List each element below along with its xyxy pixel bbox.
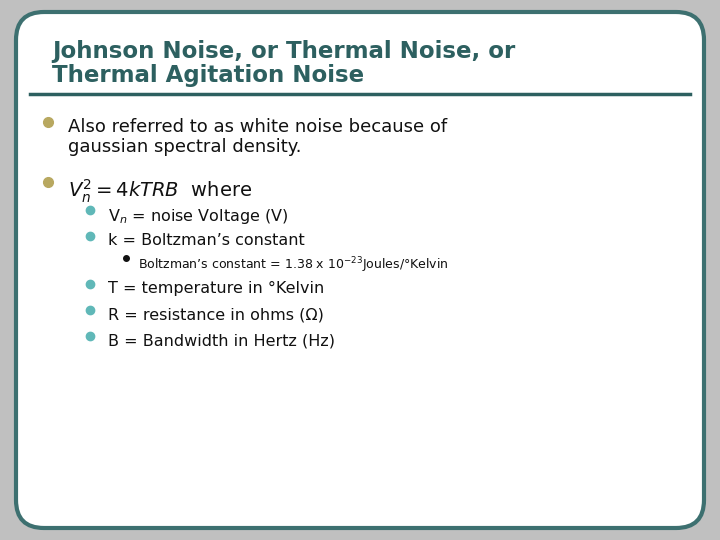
Text: V$_n$ = noise Voltage (V): V$_n$ = noise Voltage (V) [108, 207, 288, 226]
Text: Johnson Noise, or Thermal Noise, or: Johnson Noise, or Thermal Noise, or [52, 40, 516, 63]
FancyBboxPatch shape [16, 12, 704, 528]
Text: k = Boltzman’s constant: k = Boltzman’s constant [108, 233, 305, 248]
Text: gaussian spectral density.: gaussian spectral density. [68, 138, 302, 156]
Text: B = Bandwidth in Hertz (Hz): B = Bandwidth in Hertz (Hz) [108, 333, 335, 348]
Text: R = resistance in ohms (Ω): R = resistance in ohms (Ω) [108, 307, 324, 322]
Text: Boltzman’s constant = 1.38 x 10$^{-23}$Joules/°Kelvin: Boltzman’s constant = 1.38 x 10$^{-23}$J… [138, 255, 449, 275]
Text: $V_n^2 = 4kTRB$  where: $V_n^2 = 4kTRB$ where [68, 178, 252, 205]
Text: T = temperature in °Kelvin: T = temperature in °Kelvin [108, 281, 324, 296]
Text: Thermal Agitation Noise: Thermal Agitation Noise [52, 64, 364, 87]
Text: Also referred to as white noise because of: Also referred to as white noise because … [68, 118, 447, 136]
